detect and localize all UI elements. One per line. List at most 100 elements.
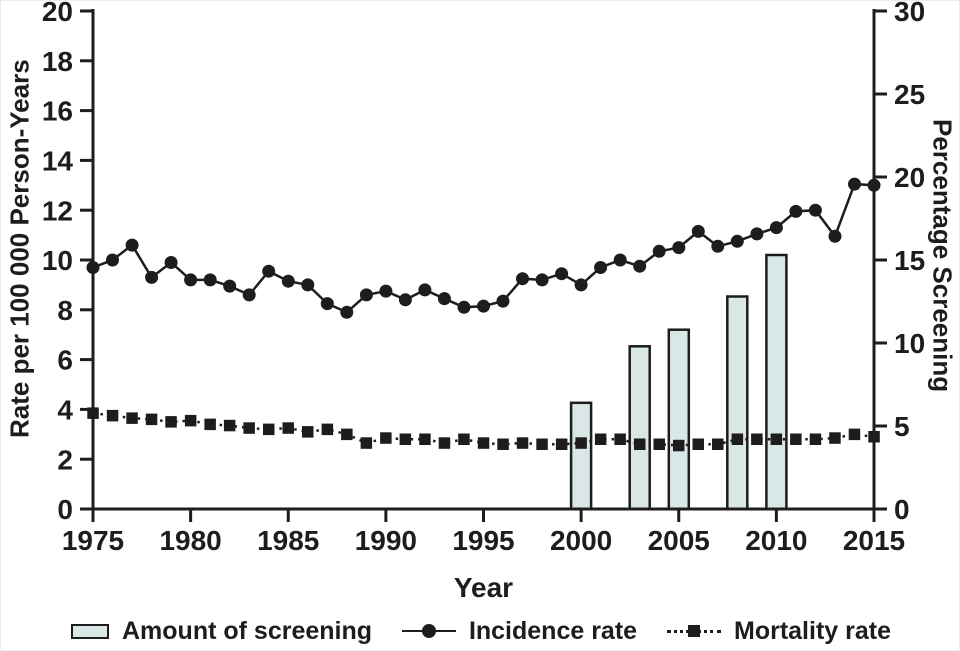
mortality-point [223,419,236,432]
incidence-point [496,294,510,308]
mortality-point [790,433,802,445]
left-axis-tick-label: 20 [42,1,73,27]
right-axis-tick-label: 25 [894,79,925,110]
mortality-point [126,412,138,424]
right-axis-tick-label: 5 [894,411,910,442]
incidence-point [633,259,647,273]
legend-label-screening: Amount of screening [122,616,373,645]
incidence-point [828,229,842,243]
incidence-point [535,273,549,287]
x-axis-title: Year [453,572,514,603]
left-axis-tick-label: 16 [42,96,73,127]
screening-bar [726,295,749,511]
mortality-point [809,433,822,445]
incidence-point [555,267,569,281]
incidence-point [106,253,119,267]
incidence-point [242,288,256,302]
mortality-point [516,437,529,449]
incidence-point [769,221,783,235]
incidence-point [203,273,217,287]
right-axis-tick-label: 10 [894,328,925,359]
mortality-point [282,422,294,434]
legend: Amount of screening Incidence rate Morta… [71,613,891,649]
left-axis-tick-label: 4 [57,394,73,425]
x-axis-tick-label: 2005 [648,525,710,556]
mortality-point [204,418,216,431]
left-axis-tick-label: 2 [57,444,73,475]
legend-label-mortality: Mortality rate [734,616,891,645]
incidence-point [574,278,588,292]
incidence-point [223,279,237,293]
mortality-point [184,414,197,427]
incidence-point [457,300,471,314]
left-axis-tick-label: 18 [42,46,73,77]
incidence-point [516,272,529,286]
screening-bars [569,253,788,511]
right-axis-tick-label: 30 [894,1,925,27]
mortality-point [848,428,861,441]
mortality-point [673,439,685,452]
left-axis-tick-label: 6 [57,345,73,376]
incidence-point [262,264,276,278]
incidence-point [359,288,373,302]
x-axis-tick-label: 1990 [355,525,417,556]
incidence-point [379,284,393,298]
incidence-marker-icon [401,624,456,638]
mortality-marker-icon [667,624,721,638]
mortality-point [614,433,626,445]
incidence-point [125,238,139,252]
mortality-point [341,428,353,441]
mortality-point [477,437,490,449]
mortality-point [419,433,431,445]
mortality-point [653,438,665,450]
x-axis-tick-label: 2010 [745,525,807,556]
mortality-point [712,438,724,450]
mortality-point [536,438,548,450]
x-axis-tick-label: 1985 [257,525,319,556]
incidence-point [477,299,490,313]
screening-bar [628,345,651,511]
mortality-point [243,422,255,434]
x-axis-tick-label: 2000 [550,525,612,556]
right-axis-tick-label: 15 [894,245,925,276]
incidence-point [437,292,451,306]
mortality-point [399,433,412,445]
left-axis-tick-label: 8 [57,295,73,326]
mortality-point [106,409,119,422]
left-axis-tick-label: 12 [42,195,73,226]
mortality-point [634,438,646,450]
x-axis-tick-label: 1980 [159,525,221,556]
mortality-point [438,437,451,449]
left-axis-tick-label: 0 [57,494,73,525]
incidence-point [672,241,686,255]
legend-label-incidence: Incidence rate [468,616,638,645]
mortality-point [555,438,568,450]
mortality-point [829,432,841,444]
incidence-point [789,204,803,218]
incidence-point [398,293,412,307]
mortality-point [360,437,373,449]
incidence-point [340,305,354,319]
incidence-point [301,278,315,292]
incidence-point [750,227,764,241]
mortality-point [380,432,392,444]
x-axis-tick-label: 2015 [843,525,905,556]
legend-item-mortality: Mortality rate [667,617,891,646]
screening-bar [765,253,788,511]
screening-bar [569,401,593,511]
mortality-point [692,438,704,450]
mortality-point [770,433,783,445]
right-axis-tick-label: 20 [894,162,925,193]
mortality-point [321,423,334,436]
screening-bar-swatch-icon [71,623,109,639]
incidence-point [281,274,295,288]
legend-item-screening: Amount of screening [71,617,372,646]
incidence-series [86,177,881,319]
incidence-point [184,273,198,287]
incidence-line [92,182,875,314]
incidence-point [613,253,627,267]
x-axis-tick-label: 1975 [62,525,124,556]
incidence-point [164,256,178,269]
